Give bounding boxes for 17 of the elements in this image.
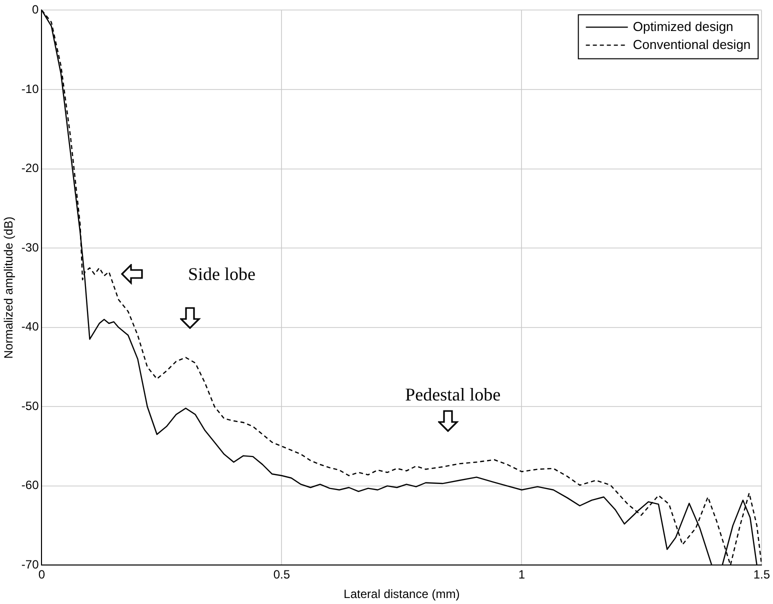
y-tick-label: -50	[21, 398, 40, 413]
y-tick-label: -30	[21, 240, 40, 254]
x-tick-label: 0.5	[273, 568, 290, 582]
y-tick-label: -60	[21, 478, 40, 492]
y-axis-title: Normalized amplitude (dB)	[2, 216, 16, 359]
legend-label: Optimized design	[632, 18, 734, 34]
y-tick-label: -10	[21, 82, 40, 96]
y-tick-label: -20	[21, 161, 40, 176]
legend-label: Conventional design	[632, 36, 751, 52]
x-axis-title: Lateral distance (mm)	[344, 587, 460, 602]
y-tick-label: -40	[21, 320, 40, 334]
y-tick-label: -70	[21, 558, 40, 572]
annotation: Pedestal lobe	[405, 384, 501, 405]
annotation: Side lobe	[188, 264, 256, 284]
y-tick-label: 0	[32, 2, 40, 17]
x-tick-label: 1	[518, 568, 526, 582]
x-tick-label: 1.5	[753, 568, 770, 582]
